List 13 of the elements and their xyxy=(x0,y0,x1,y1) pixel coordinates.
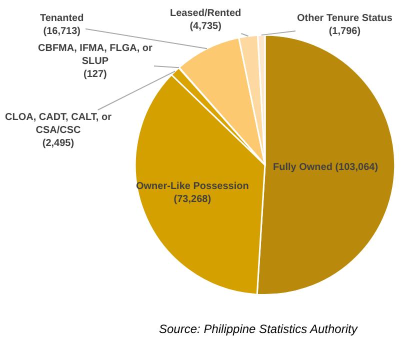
slice-label: CLOA, CADT, CALT, or CSA/CSC xyxy=(5,112,112,136)
data-label: (16,713) xyxy=(43,26,80,37)
slice-label: CBFMA, IFMA, FLGA, or SLUP xyxy=(38,43,153,67)
source-note: Source: Philippine Statistics Authority xyxy=(159,322,358,336)
data-label: (127) xyxy=(84,69,107,80)
data-label: (4,735) xyxy=(190,21,222,32)
slice-label: Fully Owned (103,064) xyxy=(273,162,378,173)
data-label: (1,796) xyxy=(328,26,361,37)
slice-label: Leased/Rented xyxy=(170,8,242,19)
data-label: (2,495) xyxy=(42,138,74,149)
slice-label: Other Tenure Status xyxy=(297,13,393,24)
data-label: (73,268) xyxy=(174,194,212,205)
slice-label: Tenanted xyxy=(40,13,84,24)
